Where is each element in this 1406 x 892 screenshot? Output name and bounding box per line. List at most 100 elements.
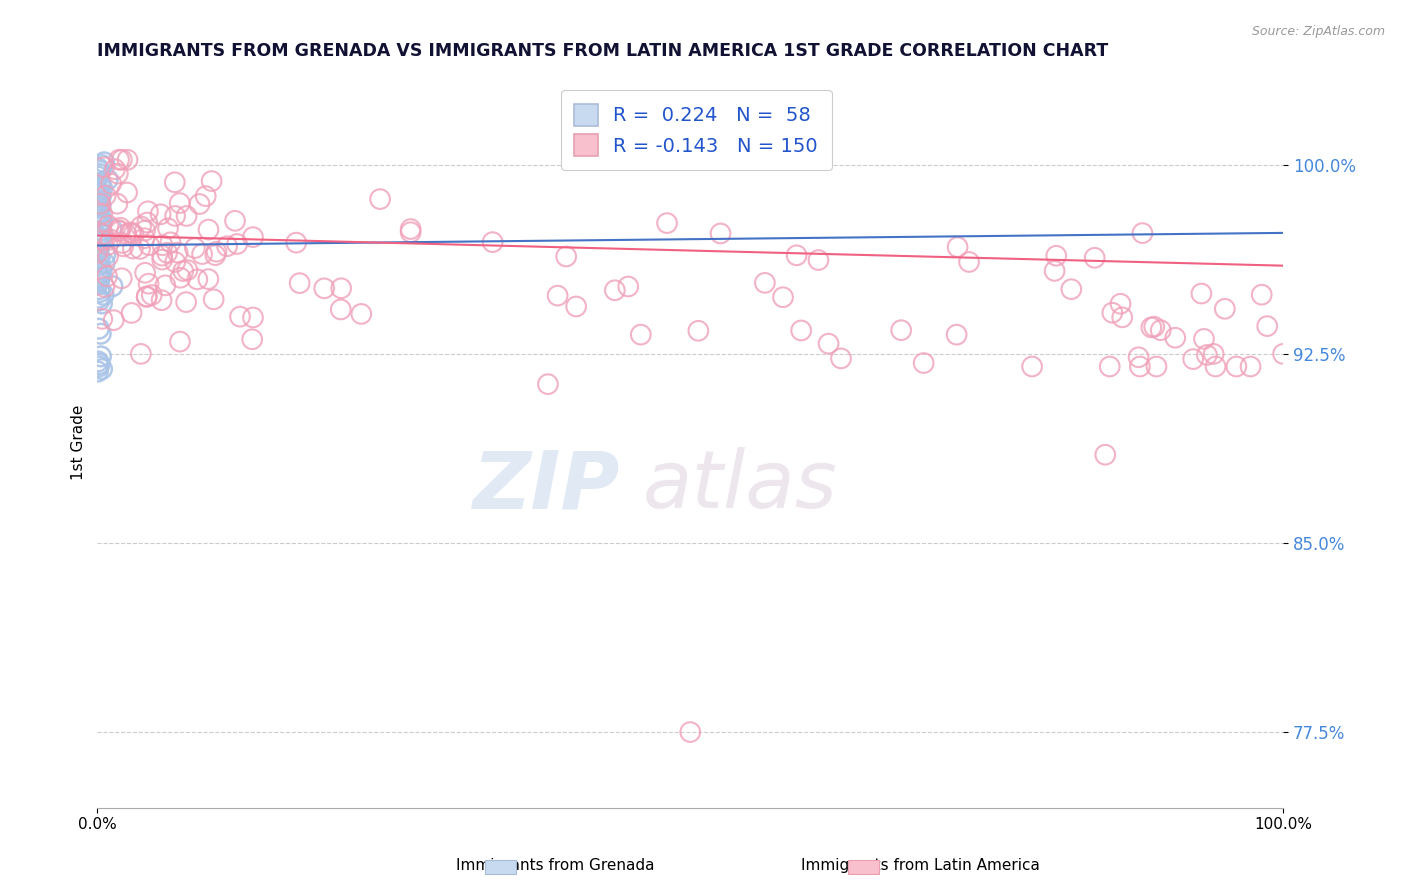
Text: atlas: atlas (643, 447, 838, 525)
Point (89, 270, 111, 285)
Point (163, 175, 186, 189)
Point (229, 310, 252, 324)
Text: Immigrants from Latin America: Immigrants from Latin America (801, 858, 1040, 872)
Point (87, 321, 110, 335)
Point (1140, 320, 1163, 334)
Point (108, 153, 131, 167)
Point (87, 359, 110, 374)
Point (957, 255, 980, 269)
Point (1195, 348, 1218, 362)
Point (134, 266, 156, 280)
Point (90, 213, 112, 227)
Point (129, 219, 152, 234)
Point (87, 167, 110, 181)
Point (1101, 306, 1123, 320)
Point (176, 209, 198, 223)
Point (1045, 249, 1067, 263)
Point (1272, 347, 1295, 361)
Point (1094, 448, 1116, 462)
Point (399, 225, 422, 239)
Point (108, 224, 131, 238)
Point (121, 226, 143, 240)
Point (93, 256, 115, 270)
Point (603, 283, 626, 297)
Point (188, 197, 211, 211)
Point (100, 221, 122, 235)
Point (350, 307, 373, 321)
Point (1128, 351, 1150, 365)
Point (1250, 287, 1272, 301)
Point (89, 219, 111, 233)
Point (90, 158, 112, 172)
Point (91, 207, 114, 221)
Point (174, 295, 197, 310)
Point (176, 263, 198, 277)
Point (169, 334, 191, 349)
Point (1060, 282, 1083, 296)
Point (217, 239, 239, 253)
Point (630, 327, 652, 342)
Point (329, 302, 352, 317)
Point (90, 216, 112, 230)
Point (110, 220, 132, 235)
Legend: R =  0.224   N =  58, R = -0.143   N = 150: R = 0.224 N = 58, R = -0.143 N = 150 (561, 90, 831, 169)
Point (1021, 359, 1043, 374)
Point (150, 249, 173, 263)
Point (242, 230, 264, 244)
Point (155, 278, 177, 293)
Point (97, 238, 120, 252)
Point (1109, 297, 1132, 311)
Point (94, 247, 117, 261)
Point (314, 281, 336, 295)
Point (91, 296, 114, 310)
Point (129, 242, 152, 256)
Point (89, 197, 111, 211)
Point (197, 272, 219, 286)
Point (1192, 332, 1215, 346)
Point (136, 215, 159, 229)
Point (90, 265, 112, 279)
Point (111, 153, 134, 167)
Point (169, 270, 191, 285)
Point (86, 245, 108, 260)
Point (89, 235, 111, 250)
Point (890, 323, 912, 337)
Point (1129, 359, 1152, 374)
Point (1164, 331, 1187, 345)
Point (946, 240, 969, 254)
Point (565, 300, 588, 314)
Point (89, 176, 111, 190)
Point (120, 226, 142, 240)
Point (555, 250, 578, 264)
Point (89, 186, 111, 201)
Point (772, 290, 794, 304)
Point (617, 279, 640, 293)
Point (1043, 264, 1066, 278)
Point (93, 155, 115, 169)
Point (150, 293, 173, 308)
Point (97, 249, 120, 263)
Point (786, 248, 808, 262)
Point (90, 326, 112, 341)
Point (790, 323, 813, 337)
Point (90, 233, 112, 247)
Point (191, 247, 214, 261)
Point (91, 311, 114, 326)
Point (1225, 359, 1247, 374)
Point (201, 174, 224, 188)
Point (90, 198, 112, 212)
Point (121, 306, 143, 320)
Point (1098, 359, 1121, 374)
Point (89, 204, 111, 219)
Point (90, 190, 112, 204)
Point (242, 310, 264, 325)
Point (97, 172, 120, 186)
Point (89, 178, 111, 193)
Point (159, 235, 181, 250)
Point (89, 357, 111, 371)
Point (184, 241, 207, 255)
Point (152, 238, 174, 252)
Point (537, 377, 560, 392)
Point (103, 313, 125, 327)
Point (87, 277, 110, 291)
